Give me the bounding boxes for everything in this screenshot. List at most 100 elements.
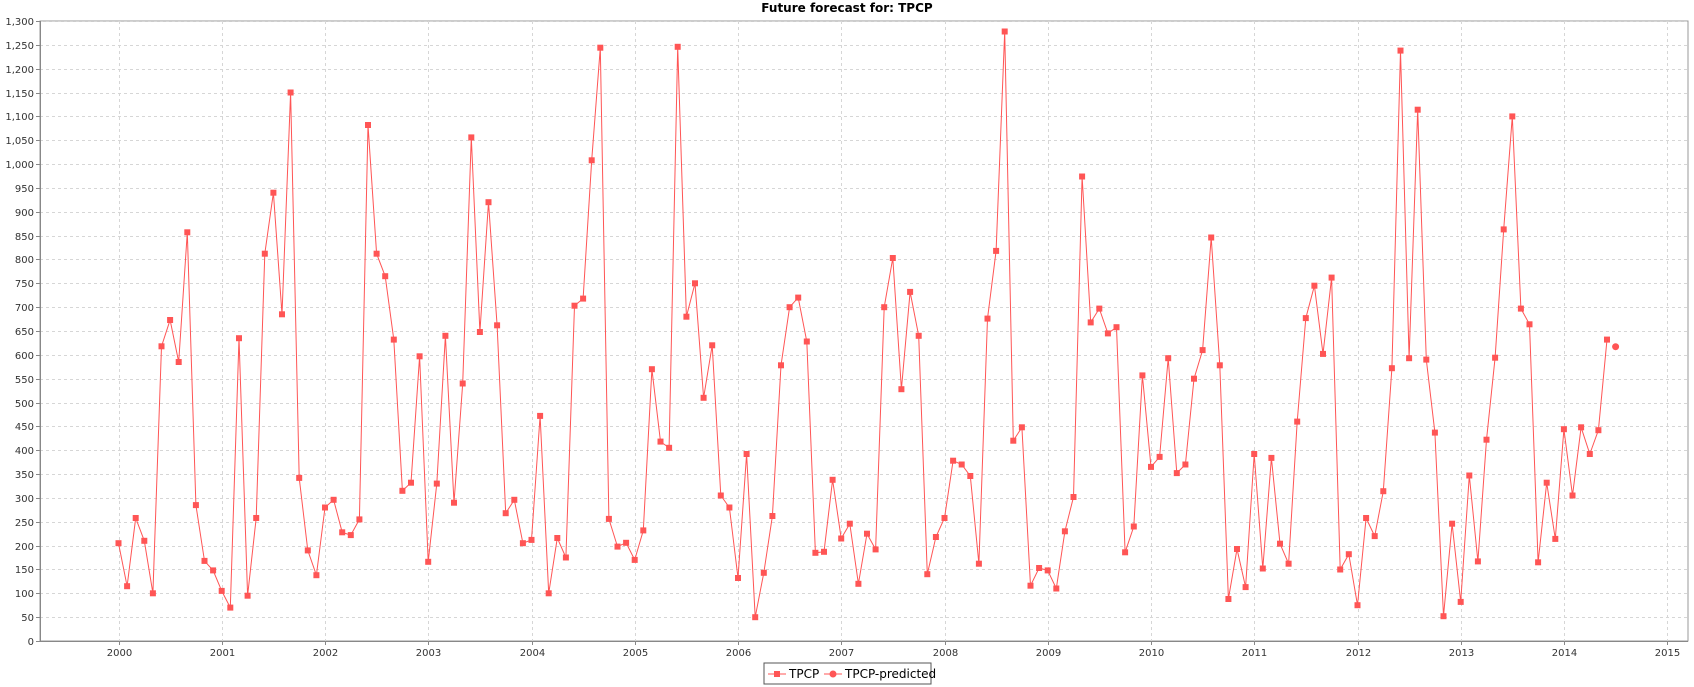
tpcp-data-point: [1259, 565, 1266, 572]
tpcp-data-point: [1526, 321, 1533, 328]
x-tick-label: 2000: [107, 648, 132, 659]
tpcp-data-point: [425, 558, 432, 565]
tpcp-data-point: [442, 332, 449, 339]
tpcp-data-point: [356, 516, 363, 523]
tpcp-data-point: [846, 520, 853, 527]
tpcp-data-point: [1449, 520, 1456, 527]
tpcp-data-point: [167, 317, 174, 323]
tpcp-data-point: [502, 510, 509, 517]
tpcp-data-point: [1483, 436, 1490, 443]
tpcp-data-point: [752, 614, 759, 621]
tpcp-data-point: [1139, 372, 1146, 379]
tpcp-data-point: [623, 539, 630, 546]
tpcp-data-point: [1466, 472, 1473, 479]
x-tick-label: 2011: [1242, 648, 1267, 659]
axes: 0 50 100 150 200 250 300 350 400 450 500 550 600 650 7…: [5, 17, 1688, 659]
tpcp-data-point: [666, 444, 673, 451]
tpcp-data-point: [1113, 324, 1120, 331]
tpcp-data-point: [1130, 523, 1137, 530]
tpcp-data-point: [304, 547, 311, 554]
legend-tpcp-label: TPCP: [788, 667, 819, 681]
tpcp-data-point: [1560, 426, 1567, 433]
tpcp-data-point: [382, 273, 389, 280]
tpcp-data-point: [279, 311, 285, 318]
tpcp-data-point: [1104, 330, 1111, 337]
tpcp-data-point: [399, 487, 406, 494]
tpcp-data-point: [1492, 354, 1499, 361]
tpcp-data-point: [287, 89, 294, 96]
y-tick-label: 700: [15, 303, 34, 314]
legend-predicted-label: TPCP-predicted: [844, 667, 936, 681]
y-tick-label: 200: [15, 542, 34, 553]
x-tick-label: 2003: [416, 648, 441, 659]
tpcp-data-point: [365, 122, 371, 128]
tpcp-data-point: [141, 537, 148, 544]
tpcp-data-point: [115, 540, 122, 547]
x-tick-label: 2008: [933, 648, 958, 659]
tpcp-data-point: [1406, 355, 1413, 362]
tpcp-data-point: [1535, 559, 1542, 566]
tpcp-data-point: [778, 362, 784, 369]
tpcp-data-point: [1328, 274, 1335, 281]
y-tick-label: 650: [15, 327, 34, 338]
tpcp-data-point: [313, 572, 320, 579]
tpcp-data-point: [1388, 365, 1395, 372]
tpcp-data-point: [640, 527, 647, 534]
tpcp-data-point: [322, 504, 328, 511]
tpcp-data-point: [511, 496, 518, 503]
tpcp-data-point: [192, 502, 199, 509]
tpcp-predicted-data-point: [1612, 343, 1620, 351]
tpcp-data-point: [872, 546, 879, 553]
tpcp-data-point: [1517, 305, 1524, 312]
x-tick-label: 2006: [726, 648, 751, 659]
tpcp-data-point: [132, 515, 139, 521]
tpcp-data-point: [408, 479, 414, 486]
tpcp-data-point: [1096, 305, 1103, 312]
tpcp-data-point: [855, 580, 862, 587]
y-tick-label: 850: [15, 232, 34, 243]
y-tick-label: 450: [15, 422, 34, 433]
tpcp-data-point: [124, 583, 131, 590]
y-tick-label: 1,000: [5, 160, 34, 171]
tpcp-data-point: [184, 229, 191, 236]
grid-lines: [39, 20, 1689, 642]
tpcp-data-point: [975, 560, 982, 567]
tpcp-data-point: [1087, 319, 1094, 326]
tpcp-data-point: [1569, 492, 1576, 499]
tpcp-data-point: [709, 342, 716, 349]
tpcp-data-point: [829, 476, 836, 483]
tpcp-data-point: [993, 247, 1000, 254]
legend-predicted-circle-marker: [829, 670, 837, 678]
tpcp-data-point: [692, 280, 698, 287]
tpcp-data-point: [1604, 336, 1610, 343]
tpcp-data-point: [244, 592, 251, 599]
tpcp-data-point: [571, 302, 578, 309]
tpcp-data-point: [1010, 437, 1017, 444]
tpcp-data-point: [1345, 551, 1352, 558]
tpcp-data-point: [1208, 234, 1215, 241]
tpcp-data-point: [1457, 598, 1464, 605]
tpcp-data-point: [1277, 540, 1283, 547]
y-tick-label: 1,100: [5, 112, 34, 123]
tpcp-data-point: [674, 43, 681, 50]
tpcp-data-point: [1036, 565, 1043, 571]
tpcp-data-point: [1302, 315, 1309, 322]
tpcp-data-point: [1363, 515, 1370, 521]
tpcp-data-point: [1500, 226, 1507, 233]
tpcp-data-point: [1509, 113, 1516, 120]
tpcp-data-point: [1122, 549, 1129, 556]
tpcp-data-point: [1070, 494, 1077, 500]
tpcp-data-point: [545, 590, 552, 597]
tpcp-data-point: [459, 380, 466, 387]
tpcp-data-point: [700, 394, 707, 401]
tpcp-data-point: [1586, 451, 1593, 457]
tpcp-data-point: [1397, 47, 1404, 54]
tpcp-data-point: [907, 288, 914, 295]
tpcp-data-point: [1199, 347, 1206, 354]
x-tick-label: 2009: [1036, 648, 1061, 659]
tpcp-data-point: [1431, 429, 1438, 436]
tpcp-data-point: [554, 535, 561, 541]
tpcp-data-point: [218, 587, 225, 594]
tpcp-data-point: [915, 332, 922, 339]
